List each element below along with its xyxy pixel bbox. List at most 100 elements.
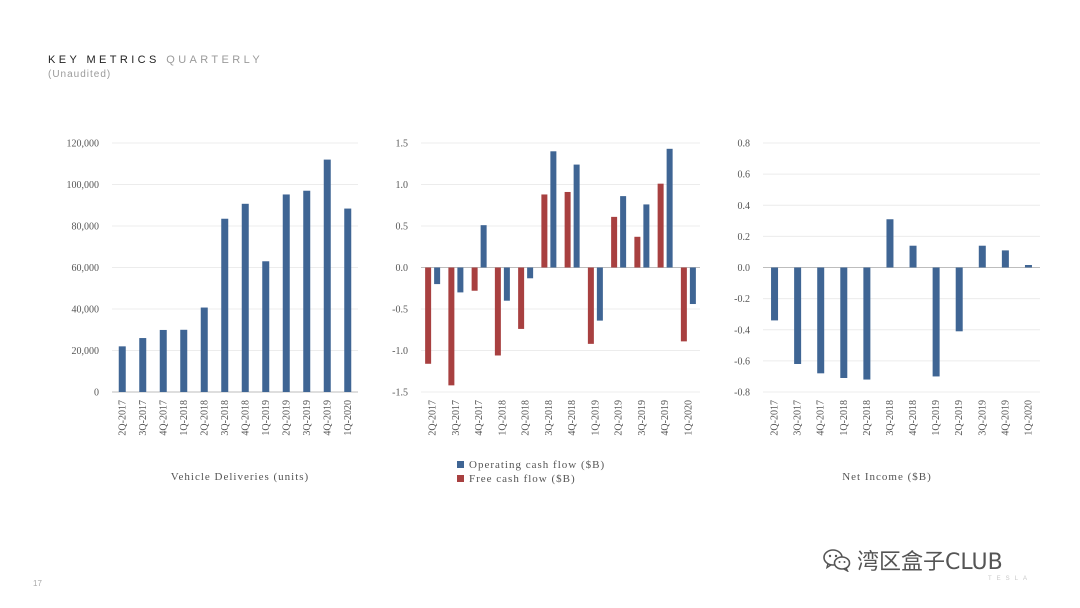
bar-2q-2017: [118, 346, 126, 392]
x-tick-label: 4Q-2019: [1000, 400, 1011, 436]
bar-4q-2018: [909, 245, 917, 268]
bar-1q-2019-s0: [587, 267, 594, 344]
y-tick-label: 20,000: [72, 346, 100, 357]
legend-swatch: [457, 461, 464, 468]
x-tick-label: 1Q-2019: [931, 400, 942, 436]
x-tick-label: 4Q-2019: [322, 400, 333, 436]
x-tick-label: 3Q-2018: [220, 400, 231, 436]
bar-4q-2019-s1: [666, 148, 673, 268]
bar-4q-2017-s1: [480, 225, 487, 268]
x-tick-label: 1Q-2020: [343, 400, 354, 436]
bar-3q-2017: [139, 338, 147, 392]
y-tick-label: -0.2: [734, 294, 750, 305]
bar-3q-2017: [794, 267, 802, 364]
x-tick-label: 3Q-2019: [977, 400, 988, 436]
y-tick-label: 100,000: [67, 180, 100, 191]
bar-2q-2019-s1: [620, 196, 627, 268]
y-tick-label: 0.0: [738, 263, 751, 274]
bar-3q-2018-s0: [541, 194, 548, 268]
y-tick-label: 80,000: [72, 222, 100, 233]
y-tick-label: 60,000: [72, 263, 100, 274]
x-tick-label: 1Q-2019: [261, 400, 272, 436]
x-tick-label: 3Q-2017: [138, 400, 149, 436]
legend-label: Operating cash flow ($B): [469, 459, 605, 471]
x-tick-label: 1Q-2018: [497, 400, 508, 436]
y-tick-label: 1.0: [396, 180, 409, 191]
y-tick-label: 0.6: [738, 170, 751, 181]
brand-wordmark: TESLA: [988, 576, 1033, 582]
x-tick-label: 4Q-2019: [660, 400, 671, 436]
bar-1q-2018: [840, 267, 848, 378]
chart-title: Vehicle Deliveries (units): [171, 471, 309, 483]
x-tick-label: 4Q-2017: [158, 400, 169, 436]
bar-1q-2019: [262, 261, 270, 392]
y-tick-label: 1.5: [396, 139, 409, 150]
bar-4q-2017: [817, 267, 825, 374]
chart-title: Net Income ($B): [842, 471, 932, 483]
x-tick-label: 2Q-2018: [521, 400, 532, 436]
legend-label: Free cash flow ($B): [469, 473, 576, 485]
bar-3q-2019: [303, 190, 311, 392]
bar-4q-2017: [159, 329, 167, 392]
x-tick-label: 1Q-2020: [683, 400, 694, 436]
bar-4q-2017-s0: [471, 267, 478, 291]
bar-2q-2019: [282, 194, 290, 392]
bar-2q-2019-s0: [611, 216, 618, 268]
y-tick-label: 0.8: [738, 139, 751, 150]
x-tick-label: 4Q-2018: [240, 400, 251, 436]
watermark-text: 湾区盒子CLUB: [857, 550, 1003, 575]
bar-2q-2018: [200, 307, 208, 392]
bar-2q-2018-s1: [527, 267, 534, 279]
x-tick-label: 3Q-2018: [885, 400, 896, 436]
slide-subtitle: (Unaudited): [48, 69, 112, 80]
bar-4q-2019: [1001, 250, 1009, 268]
cash-flow-chart: -1.5 -1.0 -0.5 0.0 0.5 1.0 1.5 2Q-2017 3Q-2017 4Q…: [392, 139, 700, 485]
bar-4q-2019: [323, 159, 331, 392]
bar-3q-2017-s0: [448, 267, 455, 386]
bar-4q-2018-s1: [573, 164, 580, 268]
x-tick-label: 2Q-2018: [199, 400, 210, 436]
y-tick-label: -0.5: [392, 305, 408, 316]
bar-4q-2019-s0: [657, 183, 664, 268]
x-tick-label: 1Q-2020: [1023, 400, 1034, 436]
bar-3q-2018-s1: [550, 151, 557, 268]
y-tick-label: -0.4: [734, 325, 750, 336]
page-number: 17: [33, 579, 42, 588]
x-tick-label: 4Q-2017: [816, 400, 827, 436]
bar-3q-2019-s1: [643, 204, 650, 268]
x-tick-label: 3Q-2018: [544, 400, 555, 436]
bar-2q-2018: [863, 267, 871, 380]
x-tick-label: 4Q-2018: [908, 400, 919, 436]
legend-swatch: [457, 475, 464, 482]
bar-1q-2018: [180, 329, 188, 392]
bar-3q-2018: [221, 218, 229, 392]
x-tick-label: 2Q-2017: [428, 400, 439, 436]
bar-1q-2019: [932, 267, 940, 377]
bar-2q-2019: [955, 267, 963, 332]
bar-1q-2020-s1: [689, 267, 696, 305]
bar-2q-2017-s1: [434, 267, 441, 285]
net-income-chart: -0.8 -0.6 -0.4 -0.2 0.0 0.2 0.4 0.6 0.8 2Q-2017 3Q…: [734, 139, 1040, 483]
x-tick-label: 1Q-2018: [179, 400, 190, 436]
y-tick-label: 0.5: [396, 222, 409, 233]
bar-3q-2017-s1: [457, 267, 464, 293]
y-tick-label: 0.2: [738, 232, 751, 243]
slide-header: KEY METRICS QUARTERLY (Unaudited): [48, 54, 263, 80]
bar-2q-2018-s0: [518, 267, 525, 329]
x-tick-label: 2Q-2017: [770, 400, 781, 436]
bar-1q-2018-s0: [494, 267, 501, 356]
x-tick-label: 2Q-2019: [281, 400, 292, 436]
x-tick-label: 3Q-2017: [451, 400, 462, 436]
bar-1q-2020-s0: [680, 267, 687, 342]
y-tick-label: -0.8: [734, 388, 750, 399]
wechat-icon: [823, 549, 851, 572]
bar-2q-2017: [771, 267, 779, 321]
y-tick-label: 40,000: [72, 305, 100, 316]
x-tick-label: 4Q-2018: [567, 400, 578, 436]
y-tick-label: 0.4: [738, 201, 751, 212]
bar-1q-2020: [344, 208, 352, 392]
x-tick-label: 2Q-2019: [614, 400, 625, 436]
x-tick-label: 4Q-2017: [474, 400, 485, 436]
watermark: 湾区盒子CLUB: [823, 544, 1003, 576]
